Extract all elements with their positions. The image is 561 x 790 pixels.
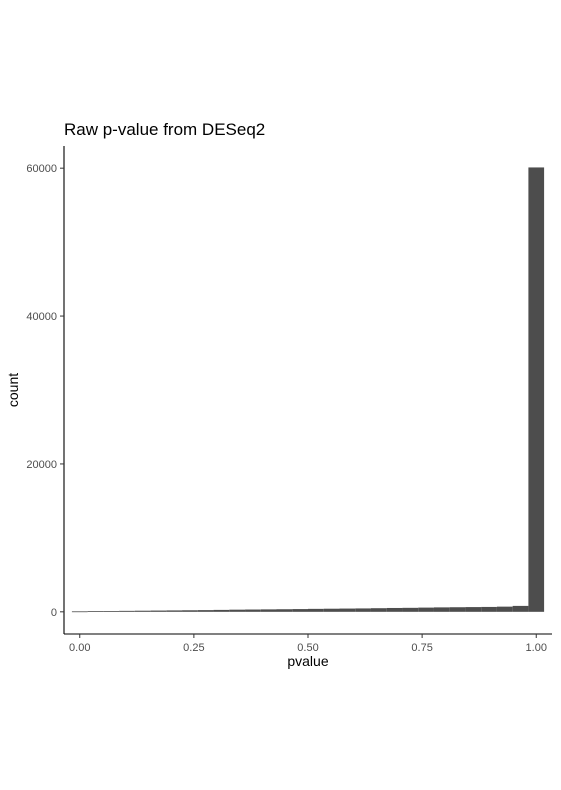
histogram-bar-14 <box>292 609 308 612</box>
histogram-bar-0 <box>71 611 88 613</box>
histogram-bar-2 <box>103 611 120 612</box>
histogram-bar-7 <box>182 610 198 612</box>
y-tick-label-1: 20000 <box>26 459 57 471</box>
x-tick-label-4: 1.00 <box>526 642 547 654</box>
histogram-bar-21 <box>402 607 419 612</box>
histogram-bar-19 <box>370 608 387 612</box>
histogram-bar-22 <box>418 607 434 612</box>
x-tick-label-0: 0.00 <box>69 642 90 654</box>
histogram-bar-3 <box>119 610 135 612</box>
histogram-bar-5 <box>150 610 167 612</box>
y-axis-title: count <box>5 373 21 407</box>
x-tick-label-2: 0.50 <box>297 642 318 654</box>
y-tick-label-3: 60000 <box>26 163 57 175</box>
histogram-bar-8 <box>197 610 214 612</box>
histogram-bar-13 <box>276 609 293 612</box>
x-axis-ticks: 0.00 0.25 0.50 0.75 1.00 <box>69 634 547 654</box>
histogram-bar-17 <box>339 608 356 612</box>
histogram-bar-16 <box>323 608 340 612</box>
histogram-bar-12 <box>260 609 277 612</box>
histogram-bar-6 <box>166 610 183 612</box>
chart-title: Raw p-value from DESeq2 <box>64 120 265 139</box>
histogram-bar-18 <box>355 608 371 612</box>
histogram-bar-28 <box>512 605 529 612</box>
histogram-bar-11 <box>245 609 261 612</box>
x-tick-label-3: 0.75 <box>411 642 432 654</box>
histogram-bar-10 <box>229 609 246 612</box>
histogram-bar-26 <box>481 606 497 612</box>
histogram-bar-23 <box>433 607 450 612</box>
histogram-bar-4 <box>134 610 151 612</box>
histogram-bar-27 <box>496 606 513 612</box>
histogram-bar-25 <box>465 607 482 612</box>
histogram-bars <box>71 167 545 613</box>
histogram-bar-24 <box>449 607 466 612</box>
histogram-bar-9 <box>213 609 230 612</box>
y-axis-ticks: 0 20000 40000 60000 <box>26 163 64 619</box>
histogram-bar-15 <box>308 608 324 612</box>
y-tick-label-0: 0 <box>51 607 57 619</box>
y-tick-label-2: 40000 <box>26 311 57 323</box>
histogram-bar-29 <box>528 167 545 612</box>
histogram-bar-1 <box>87 611 104 612</box>
x-axis-title: pvalue <box>287 653 328 669</box>
histogram-bar-20 <box>386 607 403 612</box>
x-tick-label-1: 0.25 <box>183 642 204 654</box>
